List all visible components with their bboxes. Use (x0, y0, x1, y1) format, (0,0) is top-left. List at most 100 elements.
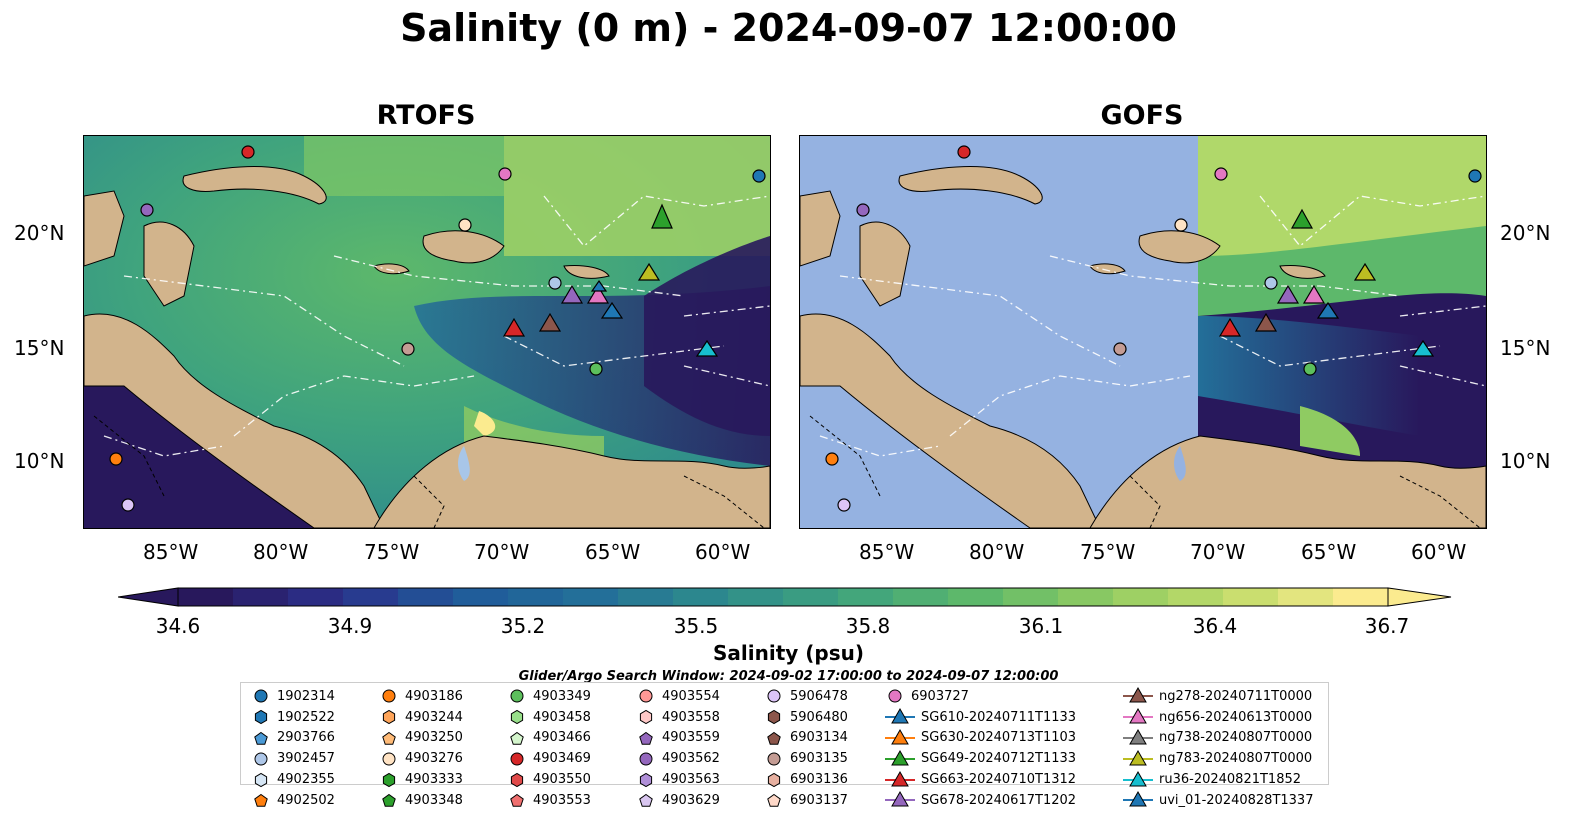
legend-column: 4903349 4903458 4903466 4903469 4903550 49035… (507, 686, 591, 811)
colorbar-cell (948, 588, 1004, 606)
hexagon-marker-icon (382, 710, 396, 725)
triangle-marker-icon (1123, 708, 1153, 724)
circle-marker-icon (382, 689, 396, 703)
legend-label: uvi_01-20240828T1337 (1159, 792, 1314, 808)
legend-item: 6903727 (885, 686, 1076, 707)
legend-label: SG610-20240711T1133 (921, 709, 1077, 725)
triangle-marker-icon (1123, 749, 1153, 766)
hexagon-marker-icon (254, 710, 268, 725)
legend-label: ng783-20240807T0000 (1159, 751, 1313, 767)
colorbar-cell (618, 588, 674, 606)
legend-label: 4903550 (533, 772, 591, 788)
triangle-marker-icon (885, 770, 915, 787)
legend-item: 2903766 (251, 728, 335, 749)
legend-item: 4903250 (379, 728, 463, 749)
pentagon-marker-icon (767, 794, 781, 808)
hexagon-marker-icon (254, 772, 268, 787)
lat-tick: 20°N (1500, 221, 1551, 245)
legend-label: 4903458 (533, 709, 591, 725)
circle-marker-icon (767, 752, 781, 766)
legend-label: 4903276 (405, 751, 463, 767)
legend-label: 1902522 (277, 709, 335, 725)
lon-tick: 65°W (585, 540, 641, 564)
colorbar-tick: 35.2 (500, 614, 546, 638)
lat-tick: 15°N (1500, 336, 1551, 360)
triangle-marker-icon (1123, 791, 1153, 807)
colorbar-label: Salinity (psu) (712, 641, 864, 665)
colorbar-cell (398, 588, 454, 606)
legend-label: SG630-20240713T1103 (921, 730, 1077, 746)
legend-item: 4903186 (379, 686, 463, 707)
circle-marker-icon (639, 689, 653, 703)
legend-label: 4902502 (277, 792, 335, 808)
colorbar-cell (1278, 588, 1334, 606)
colorbar-cell (1113, 588, 1169, 606)
legend-label: 4903469 (533, 751, 591, 767)
legend-label: 3902457 (277, 751, 335, 767)
legend-column: 4903554 4903558 4903559 4903562 4903563 49036… (636, 686, 720, 811)
panel-title-gofs: GOFS (1100, 100, 1184, 131)
triangle-marker-icon (885, 749, 915, 766)
legend-item: ru36-20240821T1852 (1123, 769, 1313, 790)
colorbar-cell (508, 588, 564, 606)
circle-marker-icon (254, 689, 268, 703)
lat-tick: 10°N (1500, 449, 1551, 473)
colorbar-tick: 36.4 (1192, 614, 1238, 638)
legend-item: 3902457 (251, 748, 335, 769)
legend-item: 4903244 (379, 707, 463, 728)
legend-label: 6903136 (790, 772, 848, 788)
legend-label: 4903563 (662, 772, 720, 788)
legend-item: SG630-20240713T1103 (885, 728, 1076, 749)
map-gofs[interactable] (799, 135, 1487, 529)
legend-item: 4902355 (251, 769, 335, 790)
hexagon-marker-icon (639, 772, 653, 787)
legend-item: 1902314 (251, 686, 335, 707)
colorbar-cell (288, 588, 344, 606)
pentagon-marker-icon (510, 794, 524, 808)
colorbar-cell (893, 588, 949, 606)
legend-item: uvi_01-20240828T1337 (1123, 790, 1313, 811)
circle-marker-icon (639, 752, 653, 766)
panel-title-rtofs: RTOFS (376, 100, 476, 131)
legend-column: 6903727 SG610-20240711T1133 SG630-20240713… (885, 686, 1076, 811)
circle-marker-icon (767, 689, 781, 703)
colorbar-cell (178, 588, 234, 606)
lon-tick: 85°W (859, 540, 915, 564)
legend-item: 4903348 (379, 790, 463, 811)
legend-label: 4903250 (405, 730, 463, 746)
legend-item: 6903136 (764, 769, 848, 790)
map-rtofs[interactable] (83, 135, 771, 529)
colorbar (118, 587, 1452, 607)
legend-item: SG678-20240617T1202 (885, 790, 1076, 811)
legend-label: 6903134 (790, 730, 848, 746)
circle-marker-icon (254, 752, 268, 766)
legend-item: 4902502 (251, 790, 335, 811)
legend-label: 1902314 (277, 688, 335, 704)
colorbar-tick: 34.6 (155, 614, 201, 638)
legend-item: SG649-20240712T1133 (885, 748, 1076, 769)
hexagon-marker-icon (767, 772, 781, 787)
colorbar-cell (1333, 588, 1389, 606)
legend-label: 4903244 (405, 709, 463, 725)
legend-item: 4903562 (636, 748, 720, 769)
colorbar-cell (728, 588, 784, 606)
colorbar-cell (1168, 588, 1224, 606)
lon-tick: 75°W (1080, 540, 1136, 564)
legend-label: 4903562 (662, 751, 720, 767)
colorbar-cell (453, 588, 509, 606)
colorbar-cell (838, 588, 894, 606)
legend-item: 4903469 (507, 748, 591, 769)
colorbar-cell (1003, 588, 1059, 606)
legend-item: 4903349 (507, 686, 591, 707)
legend-item: 4903559 (636, 728, 720, 749)
colorbar-cell (563, 588, 619, 606)
legend-label: SG663-20240710T1312 (921, 772, 1077, 788)
legend-label: 4903349 (533, 688, 591, 704)
pentagon-marker-icon (510, 731, 524, 745)
legend-item: 4903554 (636, 686, 720, 707)
legend-item: ng783-20240807T0000 (1123, 748, 1313, 769)
legend-item: 6903134 (764, 728, 848, 749)
legend-item: SG610-20240711T1133 (885, 707, 1076, 728)
colorbar-tick: 35.5 (673, 614, 719, 638)
legend-label: SG678-20240617T1202 (921, 792, 1077, 808)
